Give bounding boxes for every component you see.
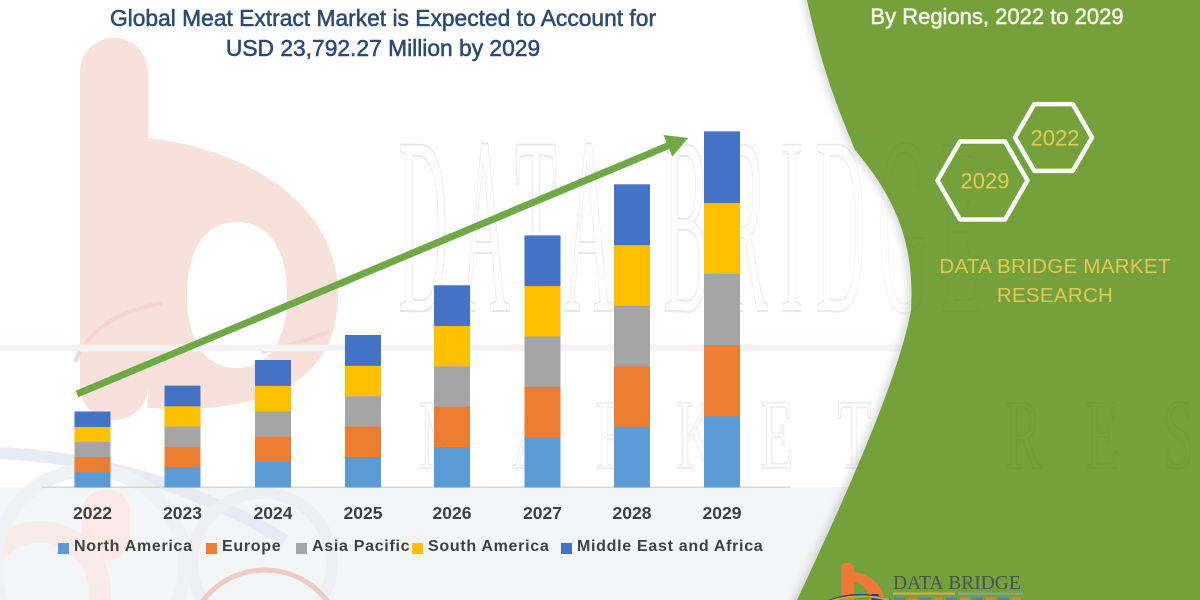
svg-text:2029: 2029 bbox=[961, 169, 1010, 194]
svg-text:2022: 2022 bbox=[1031, 126, 1080, 151]
svg-text:DATA BRIDGE: DATA BRIDGE bbox=[893, 573, 1023, 594]
